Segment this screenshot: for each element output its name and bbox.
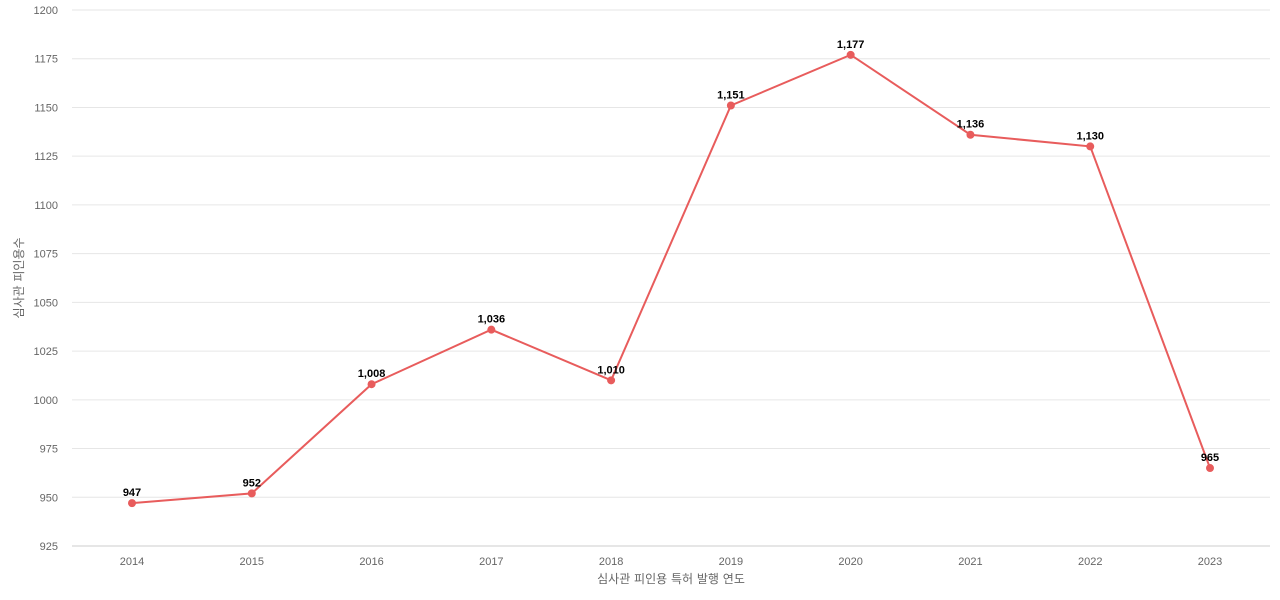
x-tick-label: 2014	[120, 556, 144, 568]
y-tick-label: 1125	[34, 151, 58, 163]
y-tick-label: 1100	[34, 200, 58, 212]
x-tick-label: 2020	[838, 556, 862, 568]
y-tick-label: 1175	[34, 54, 58, 66]
data-label: 1,130	[1076, 130, 1104, 142]
data-label: 1,010	[597, 364, 625, 376]
data-point	[367, 380, 376, 389]
series-line	[131, 53, 1211, 505]
y-tick-label: 1200	[34, 5, 58, 17]
data-label: 965	[1201, 452, 1219, 464]
data-label: 1,136	[957, 119, 985, 131]
data-label: 1,036	[478, 314, 506, 326]
data-point	[128, 499, 136, 508]
data-point	[487, 325, 496, 334]
data-point	[1206, 464, 1214, 473]
x-tick-label: 2017	[479, 556, 503, 568]
data-point	[726, 101, 735, 110]
data-label: 1,177	[837, 39, 865, 51]
data-label: 1,151	[717, 90, 745, 102]
y-tick-label: 1075	[34, 249, 58, 261]
data-label: 947	[123, 487, 141, 499]
y-tick-label: 1150	[34, 102, 58, 114]
x-tick-label: 2022	[1078, 556, 1102, 568]
data-point	[846, 50, 855, 59]
x-tick-label: 2019	[719, 556, 743, 568]
data-labels: 947 952 1,008 1,036 1,010 1,151 1,177 1,136 1,13…	[123, 39, 1219, 499]
y-tick-label: 1025	[34, 346, 58, 358]
y-tick-label: 950	[40, 492, 58, 504]
data-point	[607, 376, 616, 385]
y-axis-ticks: 925 950 975 1000 1025 1050 1075 1100 1125 1150 117…	[34, 5, 58, 553]
x-tick-label: 2023	[1198, 556, 1222, 568]
y-tick-label: 925	[40, 541, 58, 553]
data-label: 952	[243, 477, 261, 489]
grid-lines	[72, 9, 1270, 498]
data-point	[1086, 142, 1095, 151]
y-tick-label: 975	[40, 444, 58, 456]
x-tick-label: 2021	[958, 556, 982, 568]
data-point	[966, 130, 975, 139]
data-point	[247, 489, 256, 498]
data-label: 1,008	[358, 368, 386, 380]
x-tick-label: 2018	[599, 556, 623, 568]
y-tick-label: 1000	[34, 395, 58, 407]
x-tick-label: 2016	[359, 556, 383, 568]
y-tick-label: 1050	[34, 297, 58, 309]
x-axis-title: 심사관 피인용 특허 발행 연도	[597, 571, 745, 586]
y-axis-title: 심사관 피인용수	[12, 237, 26, 318]
x-axis-ticks: 2014 2015 2016 2017 2018 2019 2020 2021 2022 2023	[120, 556, 1222, 568]
x-tick-label: 2015	[240, 556, 264, 568]
data-points	[128, 50, 1214, 508]
